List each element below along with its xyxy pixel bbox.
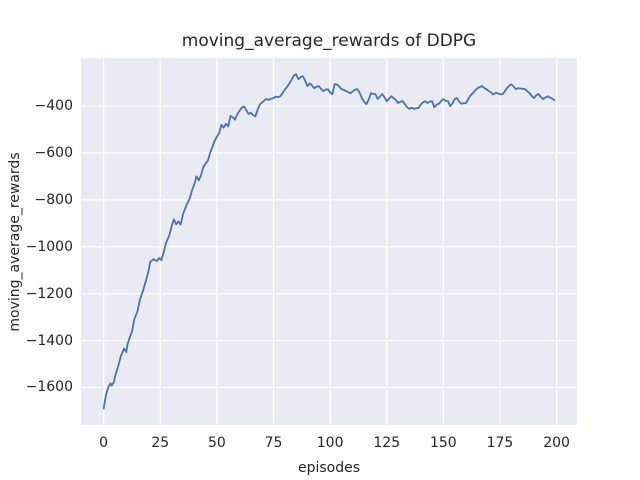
y-tick-label: −1200 [25, 285, 73, 302]
y-tick-label: −600 [34, 144, 73, 161]
chart-title: moving_average_rewards of DDPG [181, 31, 477, 51]
x-tick-label: 0 [99, 435, 109, 451]
y-tick-label: −1600 [25, 379, 73, 396]
x-tick-label: 125 [373, 435, 401, 451]
x-tick-label: 25 [151, 435, 170, 451]
y-tick-label: −400 [34, 98, 73, 115]
x-tick-label: 150 [429, 435, 457, 451]
y-tick-label: −1400 [25, 332, 73, 349]
x-tick-label: 75 [264, 435, 283, 451]
y-tick-label: −800 [34, 191, 73, 208]
plot-area [81, 58, 577, 425]
x-tick-label: 50 [207, 435, 226, 451]
x-axis-label: episodes [297, 460, 361, 476]
x-tick-label: 175 [486, 435, 514, 451]
axes-background [81, 58, 577, 425]
y-axis-label: moving_average_rewards [7, 152, 23, 332]
reward-line [102, 73, 556, 410]
y-tick-label: −1000 [25, 238, 73, 255]
line-chart-svg [81, 58, 577, 425]
x-tick-label: 100 [316, 435, 344, 451]
x-tick-label: 200 [543, 435, 570, 451]
